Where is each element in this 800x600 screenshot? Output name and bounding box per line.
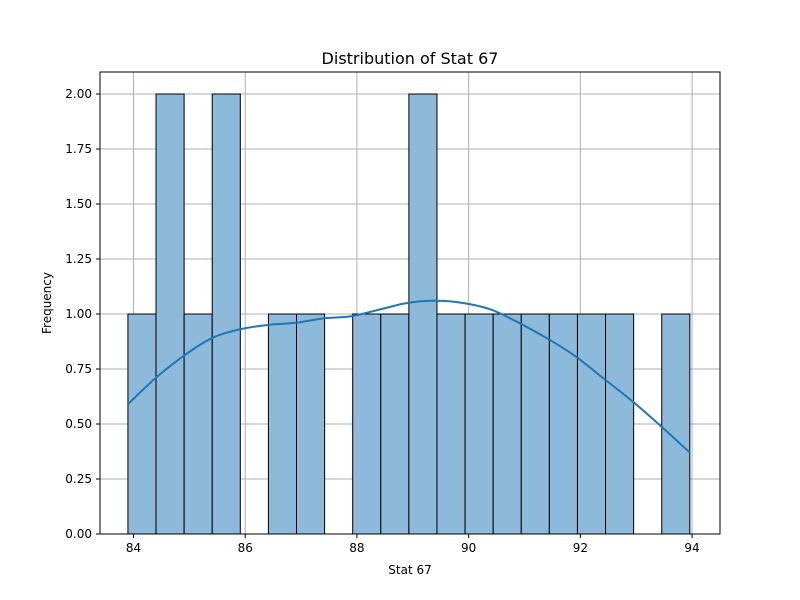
histogram-bar-10 [408,93,438,535]
y-tick-label-7: 1.75 [65,142,92,156]
histogram-bar-6 [296,313,326,535]
kde-curve [127,299,691,454]
x-tick-label-0: 84 [126,541,141,555]
x-tick-label-3: 90 [461,541,476,555]
plot-frame [99,71,721,535]
y-tick-label-5: 1.25 [65,252,92,266]
y-axis-ticks: 0.00 0.25 0.50 0.75 1.00 1.25 1.50 1.75 2.00 [65,87,100,541]
x-tick-label-5: 94 [684,541,699,555]
histogram-bars [127,93,691,535]
histogram-bar-14 [520,313,550,535]
y-tick-label-0: 0.00 [65,527,92,541]
y-tick-label-8: 2.00 [65,87,92,101]
y-axis-label: Frequency [40,272,54,334]
chart-title: Distribution of Stat 67 [322,49,499,68]
histogram-bar-1 [155,93,185,535]
histogram-bar-0 [127,313,157,535]
y-tick-label-1: 0.25 [65,472,92,486]
kde-curve-group [127,299,691,454]
y-tick-label-4: 1.00 [65,307,92,321]
histogram-bar-12 [464,313,494,535]
histogram-bar-16 [576,313,607,535]
x-axis-label: Stat 67 [388,563,431,577]
x-axis-ticks: 84 86 88 90 92 94 [126,534,700,555]
histogram-bar-13 [492,313,522,535]
histogram-bar-2 [183,313,213,535]
x-tick-label-2: 88 [349,541,364,555]
histogram-bar-3 [211,93,241,535]
x-tick-label-1: 86 [238,541,253,555]
histogram-bar-9 [380,313,410,535]
histogram-bar-8 [352,313,382,535]
y-tick-label-2: 0.50 [65,417,92,431]
x-tick-label-4: 92 [573,541,588,555]
histogram-bar-19 [661,313,691,535]
y-tick-label-3: 0.75 [65,362,92,376]
histogram-bar-5 [267,313,298,535]
histogram-bar-17 [605,313,635,535]
histogram-bar-11 [436,313,466,535]
y-tick-label-6: 1.50 [65,197,92,211]
histogram-bar-15 [548,313,578,535]
